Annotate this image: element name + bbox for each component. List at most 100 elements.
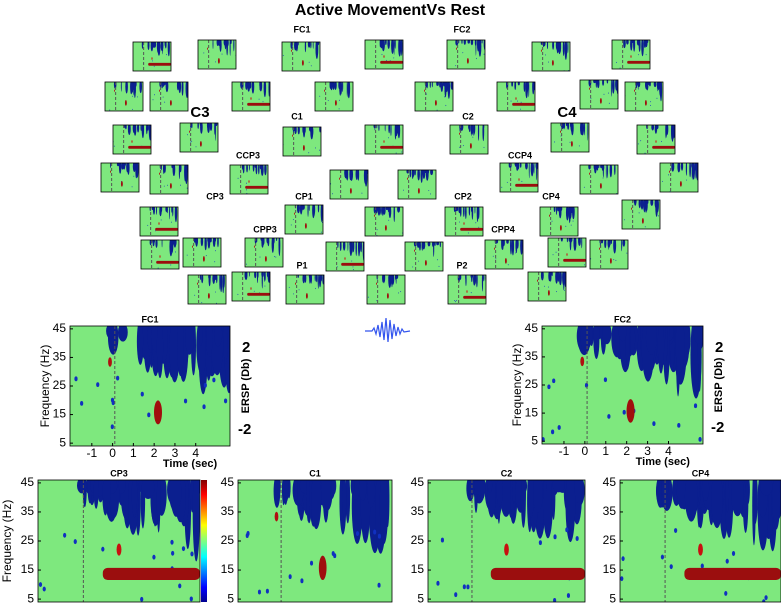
frame bbox=[547, 237, 587, 268]
blue-blob bbox=[160, 42, 164, 52]
blue-blob bbox=[439, 82, 442, 88]
blue-spot bbox=[467, 232, 469, 234]
frame bbox=[496, 81, 536, 112]
spectrogram-image bbox=[230, 165, 268, 194]
frame bbox=[484, 239, 524, 270]
blue-spot bbox=[640, 140, 642, 142]
blue-spot bbox=[113, 145, 115, 147]
blue-spot bbox=[538, 540, 542, 546]
blue-spot bbox=[164, 101, 166, 103]
blue-blob bbox=[637, 82, 639, 90]
blue-blob bbox=[214, 123, 216, 135]
y-tick-label: 25 bbox=[525, 377, 539, 391]
blue-blob bbox=[389, 125, 391, 130]
blue-spot bbox=[201, 301, 203, 304]
blue-blob bbox=[473, 480, 486, 496]
blue-blob bbox=[311, 127, 314, 132]
blue-spot bbox=[330, 183, 332, 185]
red-band bbox=[380, 60, 403, 64]
blue-blob bbox=[564, 42, 568, 60]
frame bbox=[579, 79, 619, 110]
spectrogram-image bbox=[105, 82, 143, 111]
blue-blob bbox=[320, 205, 323, 223]
blue-blob bbox=[215, 123, 217, 141]
blue-blob bbox=[140, 125, 142, 132]
spectrogram bbox=[531, 41, 571, 72]
blue-spot bbox=[175, 251, 176, 253]
frame bbox=[132, 41, 172, 72]
y-tick-label: 35 bbox=[411, 504, 425, 518]
blue-blob bbox=[711, 480, 723, 529]
blue-blob bbox=[254, 272, 257, 279]
frame bbox=[447, 274, 487, 305]
blue-blob bbox=[626, 40, 629, 45]
blue-blob bbox=[510, 240, 512, 255]
blue-blob bbox=[141, 480, 155, 500]
background bbox=[113, 125, 151, 154]
spectrogram-image bbox=[485, 240, 523, 269]
blue-blob bbox=[661, 480, 669, 499]
blue-blob bbox=[621, 240, 623, 252]
frame bbox=[364, 206, 404, 237]
spectrogram bbox=[140, 239, 180, 270]
blue-spot bbox=[42, 586, 46, 592]
red-blob bbox=[537, 279, 538, 282]
blue-blob bbox=[163, 82, 166, 86]
red-band bbox=[463, 295, 486, 299]
blue-spot bbox=[74, 376, 78, 382]
red-blob bbox=[217, 57, 220, 64]
blue-blob bbox=[249, 82, 252, 89]
blue-blob bbox=[455, 207, 459, 212]
y-tick-label: 35 bbox=[221, 504, 235, 518]
red-blob bbox=[424, 89, 425, 92]
blue-blob bbox=[358, 242, 361, 257]
blue-spot bbox=[259, 256, 261, 258]
spectrogram-image bbox=[330, 170, 368, 199]
red-blob bbox=[566, 253, 568, 256]
blue-spot bbox=[352, 266, 354, 268]
blue-blob bbox=[640, 200, 644, 210]
spectrogram bbox=[589, 239, 629, 270]
blue-blob bbox=[110, 163, 111, 169]
spectrogram bbox=[100, 162, 140, 193]
blue-blob bbox=[244, 272, 247, 279]
blue-spot bbox=[472, 136, 474, 138]
blue-blob bbox=[614, 165, 616, 176]
background bbox=[625, 82, 663, 111]
blue-blob bbox=[552, 42, 555, 50]
blue-spot bbox=[116, 375, 120, 381]
spectrogram-image bbox=[500, 163, 538, 192]
blue-blob bbox=[319, 127, 321, 133]
blue-blob bbox=[390, 125, 392, 136]
blue-blob bbox=[601, 165, 605, 172]
frame bbox=[397, 169, 437, 200]
blue-blob bbox=[207, 238, 210, 243]
blue-blob bbox=[206, 326, 213, 358]
blue-spot bbox=[764, 595, 768, 601]
spectrogram-image bbox=[70, 326, 230, 446]
blue-blob bbox=[562, 42, 565, 56]
scale-label: ERSP (Db) bbox=[240, 358, 252, 413]
blue-blob bbox=[519, 163, 522, 168]
blue-blob bbox=[304, 42, 307, 53]
blue-blob bbox=[263, 82, 267, 98]
blue-blob bbox=[147, 42, 150, 51]
red-blob bbox=[504, 543, 509, 556]
blue-blob bbox=[431, 242, 435, 247]
blue-blob bbox=[458, 207, 462, 214]
blue-blob bbox=[178, 82, 182, 94]
frame bbox=[446, 39, 486, 70]
blue-blob bbox=[344, 170, 348, 179]
blue-blob bbox=[607, 240, 611, 248]
blue-blob bbox=[157, 42, 161, 56]
blue-blob bbox=[246, 165, 248, 173]
blue-blob bbox=[261, 238, 264, 248]
frame bbox=[539, 206, 579, 237]
blue-spot bbox=[170, 539, 174, 545]
red-band bbox=[490, 567, 585, 581]
blue-blob bbox=[109, 480, 120, 518]
blue-blob bbox=[422, 242, 426, 250]
blue-blob bbox=[465, 207, 467, 220]
spectrogram-image bbox=[283, 127, 321, 156]
blue-blob bbox=[697, 326, 702, 392]
